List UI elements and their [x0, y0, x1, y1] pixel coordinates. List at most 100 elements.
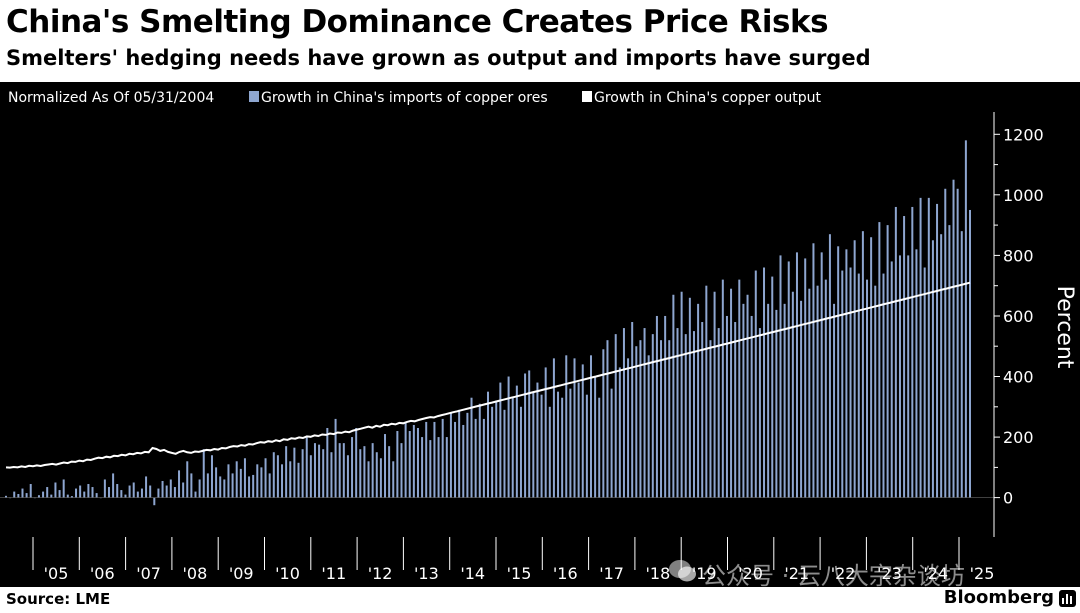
import-bar: [618, 367, 621, 498]
import-bar: [260, 467, 263, 498]
import-bar: [651, 334, 654, 498]
import-bar: [585, 394, 588, 498]
chart-svg: Normalized As Of 05/31/2004 Growth in Ch…: [0, 90, 1077, 583]
import-bar: [309, 455, 312, 498]
x-tick-label: '19: [692, 564, 717, 583]
import-bar: [544, 367, 547, 498]
import-bar: [474, 418, 477, 498]
import-bar: [730, 288, 733, 498]
import-bar: [552, 358, 555, 498]
import-bar: [318, 444, 321, 498]
x-tick-label: '21: [784, 564, 809, 583]
import-bar: [931, 240, 934, 498]
import-bar: [305, 437, 308, 498]
import-bar: [800, 300, 803, 498]
y-tick-label: 600: [1003, 307, 1034, 326]
import-bar: [120, 490, 123, 498]
import-bar: [495, 400, 498, 498]
import-bar: [95, 493, 98, 498]
import-bar: [680, 291, 683, 498]
import-bar: [190, 473, 193, 498]
import-bar: [919, 197, 922, 498]
import-bar: [25, 493, 28, 498]
import-bar: [272, 452, 275, 498]
import-bar: [198, 479, 201, 498]
bloomberg-logo-icon: [1059, 590, 1076, 607]
import-bar: [808, 288, 811, 498]
import-bar: [396, 431, 399, 498]
import-bar: [511, 397, 514, 498]
import-bar: [478, 403, 481, 498]
import-bar: [367, 461, 370, 498]
import-bar: [42, 491, 45, 498]
import-bar: [62, 479, 65, 498]
import-bar: [219, 476, 222, 498]
y-tick-label: 0: [1003, 489, 1013, 508]
import-bar: [215, 467, 218, 498]
import-bar: [845, 249, 848, 498]
import-bar: [536, 382, 539, 498]
import-bar: [37, 495, 40, 498]
y-tick-label: 400: [1003, 368, 1034, 387]
import-bar: [870, 237, 873, 498]
import-bar: [58, 490, 61, 498]
import-bar: [861, 231, 864, 498]
x-tick-label: '18: [646, 564, 671, 583]
import-bar: [878, 222, 881, 498]
import-bar: [746, 294, 749, 498]
import-bar: [903, 216, 906, 498]
import-bar: [107, 487, 110, 498]
import-bar: [837, 246, 840, 498]
import-bar: [890, 261, 893, 498]
import-bar: [293, 447, 296, 498]
import-bar: [717, 328, 720, 498]
import-bar: [783, 303, 786, 498]
x-tick-label: '05: [44, 564, 69, 583]
import-bar: [742, 303, 745, 498]
import-bar: [433, 421, 436, 498]
import-bar: [944, 188, 947, 498]
import-bar: [734, 322, 737, 498]
legend-normalized-note: Normalized As Of 05/31/2004: [8, 90, 214, 106]
import-bar: [239, 468, 242, 498]
x-tick-label: '24: [923, 564, 948, 583]
import-bar: [701, 322, 704, 498]
import-bar: [804, 258, 807, 498]
import-bar: [589, 355, 592, 498]
import-bar: [952, 179, 955, 498]
import-bar: [606, 340, 609, 498]
import-bar: [466, 412, 469, 498]
import-bar: [969, 209, 971, 498]
import-bar: [519, 406, 522, 498]
import-bar: [29, 484, 32, 498]
import-bar: [886, 225, 889, 498]
import-bar: [499, 382, 502, 498]
import-bar: [116, 484, 119, 498]
x-tick-label: '14: [460, 564, 485, 583]
import-bar: [227, 464, 230, 498]
import-bar: [46, 487, 49, 498]
legend-output-swatch: [582, 91, 592, 102]
import-bar: [322, 449, 325, 498]
import-bar: [491, 406, 494, 498]
output-line-layer: [5, 281, 971, 469]
output-line: [5, 281, 971, 469]
import-bar: [956, 188, 959, 498]
import-bar: [820, 252, 823, 498]
x-tick-label: '25: [970, 564, 995, 583]
import-bar: [771, 276, 774, 498]
import-bar: [326, 427, 329, 498]
import-bar: [384, 434, 387, 498]
import-bar: [548, 406, 551, 498]
import-bar: [812, 243, 815, 498]
import-bar: [664, 315, 667, 498]
import-bar: [132, 482, 135, 498]
watermark: 公众号 · 云八大宗杂谈坊: [702, 562, 965, 590]
import-bar: [375, 452, 378, 498]
legend-output-label: Growth in China's copper output: [594, 90, 821, 106]
import-bar: [404, 421, 407, 498]
import-bar: [454, 421, 457, 498]
y-axis-label: Percent: [1052, 286, 1077, 369]
import-bar: [816, 285, 819, 498]
import-bar: [429, 440, 432, 498]
